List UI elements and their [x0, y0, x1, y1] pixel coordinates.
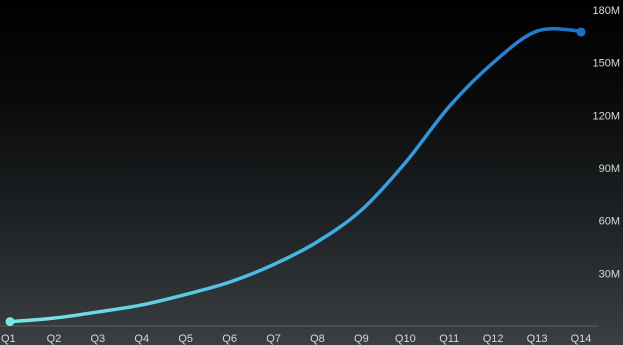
series-line [8, 27, 583, 324]
x-tick-label: Q10 [395, 333, 416, 345]
y-tick-label: 30M [599, 268, 620, 280]
series-layer [8, 27, 583, 324]
x-tick-label: Q3 [91, 333, 106, 345]
x-tick-labels: Q1 Q2 Q3 Q4 Q5 Q6 Q7 Q8 Q9 Q10 Q11 Q12 Q13 Q14 [1, 333, 591, 345]
x-tick-label: Q12 [483, 333, 504, 345]
y-tick-label: 120M [592, 110, 620, 122]
y-tick-label: 180M [592, 5, 620, 17]
x-tick-label: Q2 [47, 333, 62, 345]
x-tick-label: Q5 [178, 333, 193, 345]
end-point-marker [576, 27, 586, 37]
x-tick-label: Q13 [527, 333, 548, 345]
x-tick-label: Q7 [266, 333, 281, 345]
x-tick-label: Q1 [1, 333, 16, 345]
x-tick-label: Q14 [571, 333, 592, 345]
start-point-marker [5, 317, 15, 327]
x-tick-label: Q11 [439, 333, 459, 345]
x-tick-label: Q8 [310, 333, 325, 345]
y-tick-label: 150M [592, 58, 620, 70]
y-tick-label: 90M [599, 163, 620, 175]
x-tick-label: Q4 [134, 333, 149, 345]
y-tick-label: 60M [599, 216, 620, 228]
x-tick-label: Q9 [354, 333, 369, 345]
x-tick-label: Q6 [222, 333, 237, 345]
marker-layer [5, 27, 586, 327]
y-tick-labels: 30M 60M 90M 120M 150M 180M [592, 5, 620, 280]
